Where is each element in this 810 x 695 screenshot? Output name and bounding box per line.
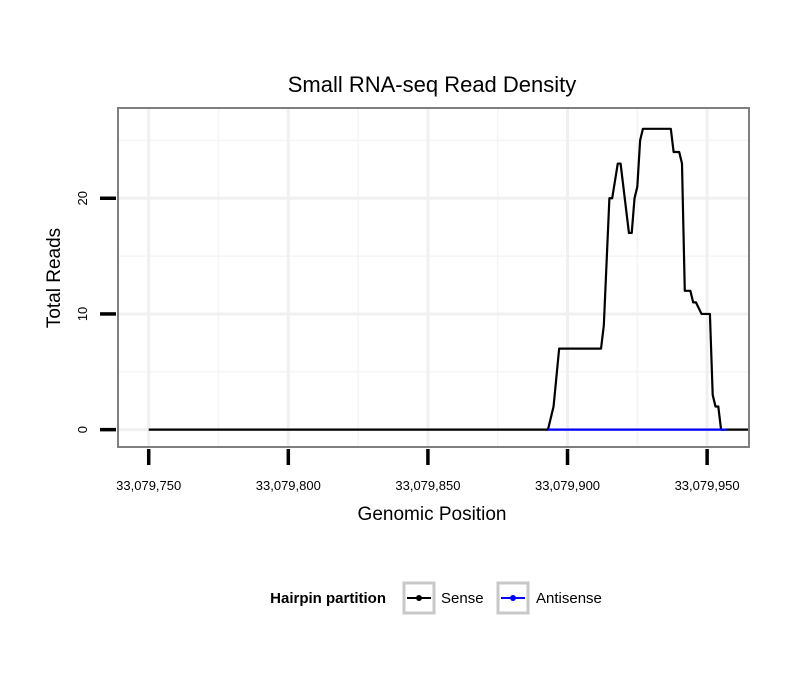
y-axis-title: Total Reads [44, 228, 65, 328]
x-tick-label: 33,079,750 [116, 478, 181, 493]
x-tick-label: 33,079,850 [395, 478, 460, 493]
x-tick-label: 33,079,900 [535, 478, 600, 493]
series-line-sense [148, 127, 749, 431]
y-tick-label: 10 [75, 307, 90, 321]
legend-label-antisense: Antisense [536, 590, 602, 607]
legend: Hairpin partition Sense Antisense [270, 581, 602, 615]
legend-dot-sense [416, 595, 422, 601]
legend-title: Hairpin partition [270, 590, 386, 607]
plot-panel [118, 108, 749, 447]
x-axis-title: Genomic Position [358, 504, 507, 525]
series-layer [148, 127, 749, 431]
legend-label-sense: Sense [441, 590, 484, 607]
chart-title: Small RNA-seq Read Density [288, 72, 577, 97]
plot-panel-border [117, 107, 750, 448]
y-tick-label: 20 [75, 191, 90, 205]
legend-key-sense: Sense [402, 581, 484, 615]
x-tick-label: 33,079,950 [675, 478, 740, 493]
legend-dot-antisense [510, 595, 516, 601]
y-tick-label: 0 [75, 426, 90, 433]
axis-layer: 33,079,750 33,079,800 33,079,850 33,079,900… [75, 191, 740, 493]
legend-key-antisense: Antisense [496, 581, 602, 615]
x-tick-label: 33,079,800 [256, 478, 321, 493]
